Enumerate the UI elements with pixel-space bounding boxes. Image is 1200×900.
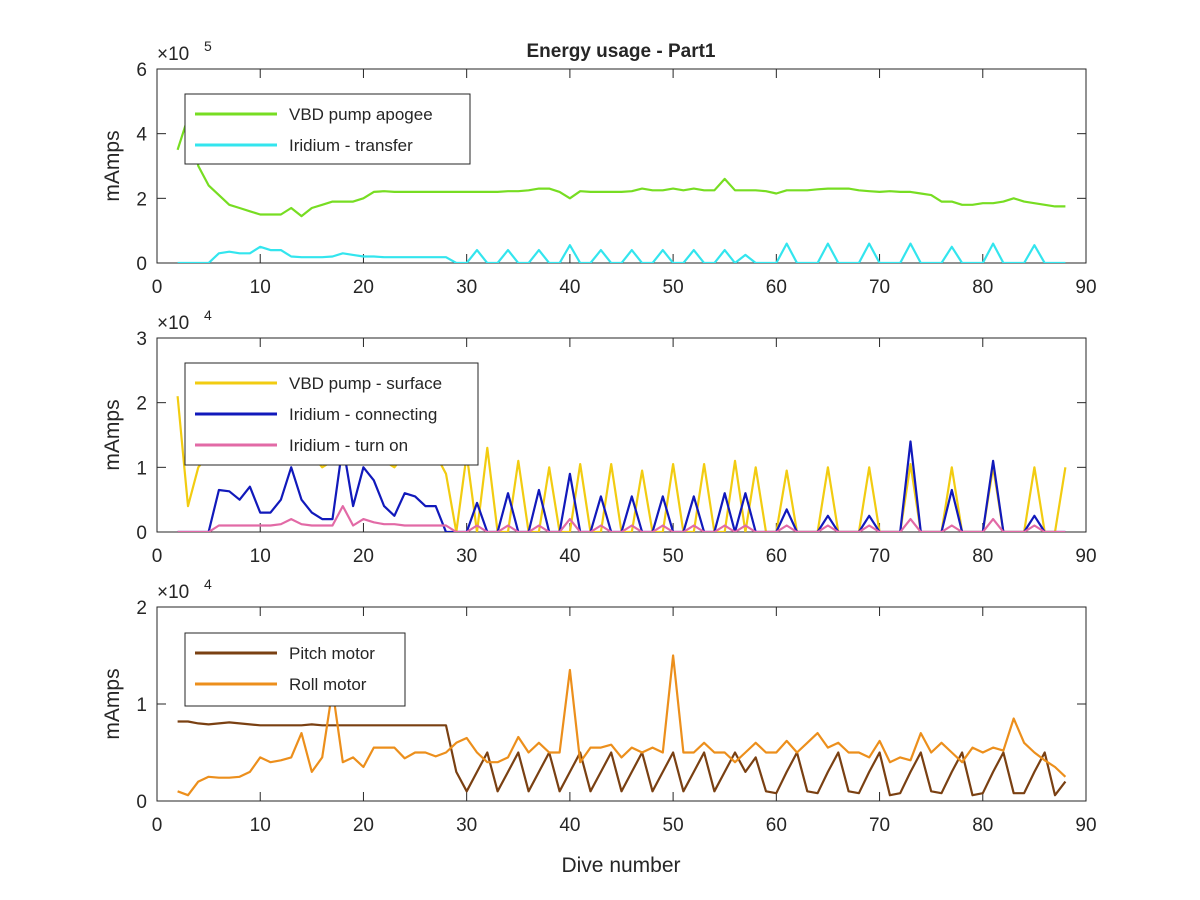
- y-tick-label: 3: [136, 329, 147, 350]
- y-tick-label: 1: [136, 458, 147, 479]
- x-tick-label: 40: [559, 815, 580, 836]
- x-tick-label: 90: [1075, 277, 1096, 298]
- x-tick-label: 50: [663, 815, 684, 836]
- x-tick-label: 90: [1075, 815, 1096, 836]
- x-tick-label: 80: [972, 277, 993, 298]
- x-tick-label: 0: [152, 815, 163, 836]
- y-exponent-power: 4: [204, 576, 212, 592]
- y-exponent-power: 4: [204, 307, 212, 323]
- x-tick-label: 70: [869, 277, 890, 298]
- legend-entry: Iridium - connecting: [289, 405, 437, 424]
- x-tick-label: 90: [1075, 546, 1096, 567]
- figure-title: Energy usage - Part1: [526, 41, 715, 62]
- x-tick-label: 0: [152, 277, 163, 298]
- series-line-iridium-connecting: [177, 440, 1066, 532]
- x-tick-label: 40: [559, 546, 580, 567]
- y-tick-label: 0: [136, 792, 147, 813]
- x-tick-label: 50: [663, 546, 684, 567]
- x-tick-label: 60: [766, 546, 787, 567]
- x-tick-label: 20: [353, 815, 374, 836]
- legend-box: [184, 93, 471, 165]
- y-axis-label: mAmps: [101, 399, 124, 470]
- x-tick-label: 40: [559, 277, 580, 298]
- x-tick-label: 50: [663, 277, 684, 298]
- x-tick-label: 0: [152, 546, 163, 567]
- x-tick-label: 30: [456, 546, 477, 567]
- panel-middle: 0 10 20 30 40 50 60 70 80 90 0 1 2 3 ×10 4 mAmps VBD pump…: [101, 307, 1097, 567]
- x-tick-label: 60: [766, 815, 787, 836]
- y-tick-label: 2: [136, 394, 147, 415]
- legend-box: [184, 632, 406, 707]
- panel-bottom: 0 10 20 30 40 50 60 70 80 90 0 1 2 ×10 4 mAmps Pitch mot…: [101, 576, 1097, 836]
- series-line-pitch-motor: [177, 720, 1067, 797]
- x-tick-label: 80: [972, 815, 993, 836]
- y-axis-label: mAmps: [101, 130, 124, 201]
- series-line-iridium-turn-on: [177, 505, 1066, 532]
- x-tick-label: 70: [869, 546, 890, 567]
- y-exponent-label: ×10: [157, 313, 189, 334]
- x-tick-label: 20: [353, 546, 374, 567]
- y-tick-label: 6: [136, 60, 147, 81]
- x-tick-label: 60: [766, 277, 787, 298]
- legend-entry: Iridium - turn on: [289, 436, 408, 455]
- x-tick-label: 20: [353, 277, 374, 298]
- series-line-roll-motor: [177, 654, 1067, 797]
- y-exponent-label: ×10: [157, 44, 189, 65]
- x-tick-label: 70: [869, 815, 890, 836]
- x-tick-label: 30: [456, 277, 477, 298]
- legend-entry: Pitch motor: [289, 644, 375, 663]
- series-line-iridium-transfer: [177, 242, 1066, 263]
- y-exponent-power: 5: [204, 38, 212, 54]
- legend-entry: Roll motor: [289, 675, 367, 694]
- y-tick-label: 0: [136, 523, 147, 544]
- y-axis-label: mAmps: [101, 668, 124, 739]
- y-exponent-label: ×10: [157, 582, 189, 603]
- legend-entry: VBD pump - surface: [289, 374, 442, 393]
- series-line-vbd-pump-apogee: [176, 116, 1066, 218]
- y-tick-label: 2: [136, 189, 147, 210]
- x-axis-label: Dive number: [561, 854, 680, 877]
- panel-top: 0 10 20 30 40 50 60 70 80 90 0 2 4 6 ×10 5 mAmps VBD pump…: [101, 38, 1097, 298]
- x-tick-label: 80: [972, 546, 993, 567]
- y-tick-label: 0: [136, 254, 147, 275]
- x-tick-label: 10: [250, 815, 271, 836]
- y-tick-label: 1: [136, 695, 147, 716]
- legend-entry: Iridium - transfer: [289, 136, 413, 155]
- legend-entry: VBD pump apogee: [289, 105, 433, 124]
- x-tick-label: 10: [250, 277, 271, 298]
- x-tick-label: 10: [250, 546, 271, 567]
- x-tick-label: 30: [456, 815, 477, 836]
- y-tick-label: 4: [136, 125, 147, 146]
- y-tick-label: 2: [136, 598, 147, 619]
